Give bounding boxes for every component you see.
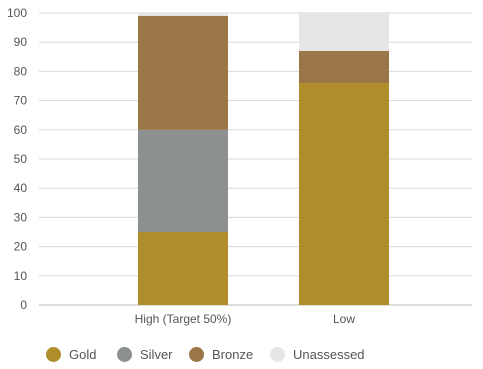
chart-legend: Gold Silver Bronze Unassessed [0, 343, 483, 365]
bar-segment-gold [138, 232, 228, 305]
legend-item-gold: Gold [46, 343, 96, 365]
legend-label: Bronze [212, 346, 254, 362]
bar-segment-unassessed [138, 13, 228, 16]
y-tick-label: 100 [7, 6, 27, 20]
x-tick-label: Low [333, 312, 355, 326]
legend-swatch [46, 346, 61, 362]
y-tick-label: 70 [14, 94, 28, 108]
legend-item-unassessed: Unassessed [270, 343, 365, 365]
y-tick-label: 80 [14, 64, 28, 78]
legend-item-bronze: Bronze [189, 343, 253, 365]
y-tick-label: 60 [14, 123, 28, 137]
y-tick-label: 20 [14, 240, 28, 254]
y-tick-label: 0 [20, 298, 27, 312]
x-tick-label: High (Target 50%) [135, 312, 232, 326]
legend-item-silver: Silver [117, 343, 173, 365]
bar-segment-silver [138, 129, 228, 232]
legend-swatch [189, 346, 204, 362]
legend-label: Gold [69, 346, 97, 362]
legend-swatch [117, 346, 132, 362]
bar-segment-bronze [299, 50, 389, 84]
y-tick-label: 50 [14, 152, 28, 166]
bar-segment-gold [299, 83, 389, 305]
y-tick-label: 90 [14, 35, 28, 49]
legend-swatch [270, 346, 285, 362]
bar-segment-bronze [138, 15, 228, 130]
y-tick-label: 10 [14, 269, 28, 283]
legend-label: Unassessed [293, 346, 365, 362]
legend-label: Silver [140, 346, 173, 362]
y-tick-label: 40 [14, 181, 28, 195]
y-tick-label: 30 [14, 210, 28, 224]
stacked-bar-chart: 0 10 20 30 40 50 60 70 80 90 100 High (Target 50%) L… [7, 6, 472, 326]
bar-segment-unassessed [299, 13, 389, 51]
